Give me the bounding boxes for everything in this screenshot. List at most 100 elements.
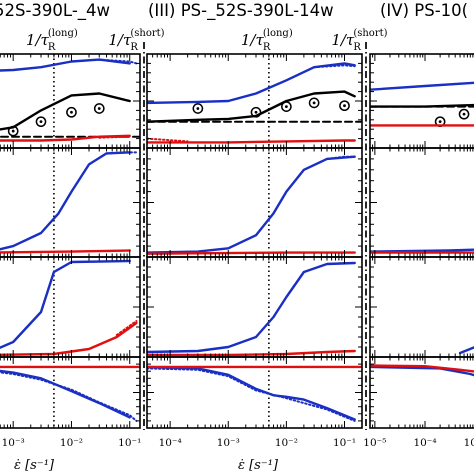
panel-frame <box>146 53 363 149</box>
panel-frame <box>369 147 474 258</box>
panel-row-3 <box>369 256 474 358</box>
series-line-blue-solid <box>370 248 474 253</box>
x-axis-label-iii: ε̇ [s⁻¹] <box>238 458 279 473</box>
series-line-black-solid <box>147 90 356 123</box>
data-point-marker-center <box>312 101 316 105</box>
column-2: 10⁻³ 10⁻² 10⁻¹ <box>0 42 145 449</box>
tau-label: 1/τ R (long) <box>26 28 78 53</box>
title-column-ii: 52S-390L-_4w <box>0 1 110 21</box>
x-tick-label: 10⁻³ <box>464 437 474 449</box>
panel-frame <box>0 147 141 258</box>
data-point-marker <box>35 116 47 128</box>
panel-content <box>370 81 474 128</box>
tau-label-sup: (long) <box>48 28 78 39</box>
series-line-red-dotted <box>147 137 189 143</box>
tau-label-sub: R <box>48 42 56 53</box>
series-line-red-dotted <box>98 135 131 139</box>
panel-grid: 10⁻³ 10⁻² 10⁻¹ 10⁻⁴ 10⁻³ 10⁻² 10⁻¹ 10⁻⁵ 10⁻⁴ 10⁻³ <box>0 42 474 449</box>
series-line-red-solid <box>147 251 356 255</box>
column-4: 10⁻⁵ 10⁻⁴ 10⁻³ <box>363 53 474 449</box>
series-line-red-dotted <box>115 320 138 336</box>
panel-row-2 <box>0 147 141 258</box>
title-column-iv: (IV) PS-10( <box>380 1 468 20</box>
data-point-marker-center <box>70 110 73 114</box>
panel-frame <box>146 256 363 358</box>
series-line-blue-solid <box>370 81 474 91</box>
x-tick-label: 10⁻¹ <box>333 437 356 449</box>
panel-content <box>0 54 140 148</box>
tau-label-sup: (long) <box>263 28 293 39</box>
series-line-blue-dotted <box>313 64 356 69</box>
series-line-blue-solid <box>0 369 131 419</box>
series-line-blue-solid <box>147 261 356 354</box>
data-point-marker <box>192 103 204 114</box>
tau-label-main: 1/τ <box>241 31 265 49</box>
series-line-blue-solid <box>147 365 356 421</box>
tau-label-sup: (short) <box>353 28 387 39</box>
x-tick-label: 10⁻³ <box>2 437 25 449</box>
data-point-marker-center <box>438 120 442 124</box>
series-line-blue-dotted <box>0 371 138 422</box>
data-point-marker <box>308 97 320 109</box>
tau-label: 1/τ R (long) <box>241 28 293 53</box>
data-point-marker <box>281 101 292 112</box>
series-line-blue-solid <box>0 58 131 72</box>
panel-row-2 <box>369 147 474 258</box>
series-line-blue-solid <box>0 151 131 251</box>
x-axis-labels: ε̇ [s⁻¹] ε̇ [s⁻¹] <box>14 458 279 473</box>
panel-row-3 <box>146 256 363 358</box>
series-line-blue-solid <box>370 365 474 377</box>
series-line-blue-solid <box>0 259 131 349</box>
panel-content <box>458 346 474 355</box>
data-point-marker <box>339 100 350 112</box>
panel-row-1 <box>0 53 141 149</box>
series-line-blue-dotted <box>326 155 356 160</box>
panel-content <box>370 364 474 377</box>
panel-content <box>147 257 356 357</box>
series-line-blue-dotted <box>326 262 356 265</box>
data-point-marker-center <box>97 107 101 110</box>
tau-label-main: 1/τ <box>108 31 132 49</box>
x-tick-label: 10⁻¹ <box>118 437 141 449</box>
data-point-marker-center <box>284 105 288 109</box>
x-tick-label: 10⁻² <box>275 437 298 449</box>
panel-frame <box>369 53 474 149</box>
data-point-marker-center <box>343 104 346 108</box>
tau-label: 1/τ R (short) <box>108 28 164 53</box>
panel-content <box>147 357 362 428</box>
panel-row-4 <box>0 356 141 429</box>
series-line-blue-dotted <box>147 367 356 422</box>
panel-row-4 <box>369 356 474 429</box>
x-tick-label: 10⁻³ <box>217 437 240 449</box>
panel-row-3 <box>0 256 141 358</box>
panel-content <box>147 54 362 148</box>
tau-label-sub: R <box>263 42 271 53</box>
panel-content <box>0 148 138 257</box>
series-line-blue-dotted <box>40 261 73 313</box>
series-line-red-solid <box>370 364 474 373</box>
panel-frame <box>146 147 363 258</box>
panel-row-2 <box>146 147 363 258</box>
panel-content <box>0 357 140 428</box>
data-point-marker <box>458 108 470 120</box>
x-tick-label: 10⁻⁴ <box>159 437 182 449</box>
tau-label: 1/τ R (short) <box>331 28 387 53</box>
series-line-red-solid <box>0 134 131 142</box>
data-point-marker <box>7 125 19 137</box>
data-point-marker-center <box>196 107 200 110</box>
tau-label-sub: R <box>130 42 138 53</box>
tau-labels: 1/τ R(long) 1/τ R(short) 1/τ R(long) 1/τ R(shor… <box>26 28 388 53</box>
x-tick-label: 10⁻⁵ <box>363 437 386 449</box>
panel-content <box>370 248 474 254</box>
data-point-marker <box>250 106 262 118</box>
series-line-blue-solid <box>147 62 356 105</box>
panel-row-1 <box>369 53 474 149</box>
tau-label-main: 1/τ <box>331 31 355 49</box>
panel-content <box>0 257 138 357</box>
column-3: 10⁻⁴ 10⁻³ 10⁻² 10⁻¹ <box>146 42 367 449</box>
data-point-marker <box>66 106 77 118</box>
x-axis-label-ii: ε̇ [s⁻¹] <box>14 458 55 473</box>
panel-frame <box>369 256 474 358</box>
panel-frame <box>0 256 141 358</box>
